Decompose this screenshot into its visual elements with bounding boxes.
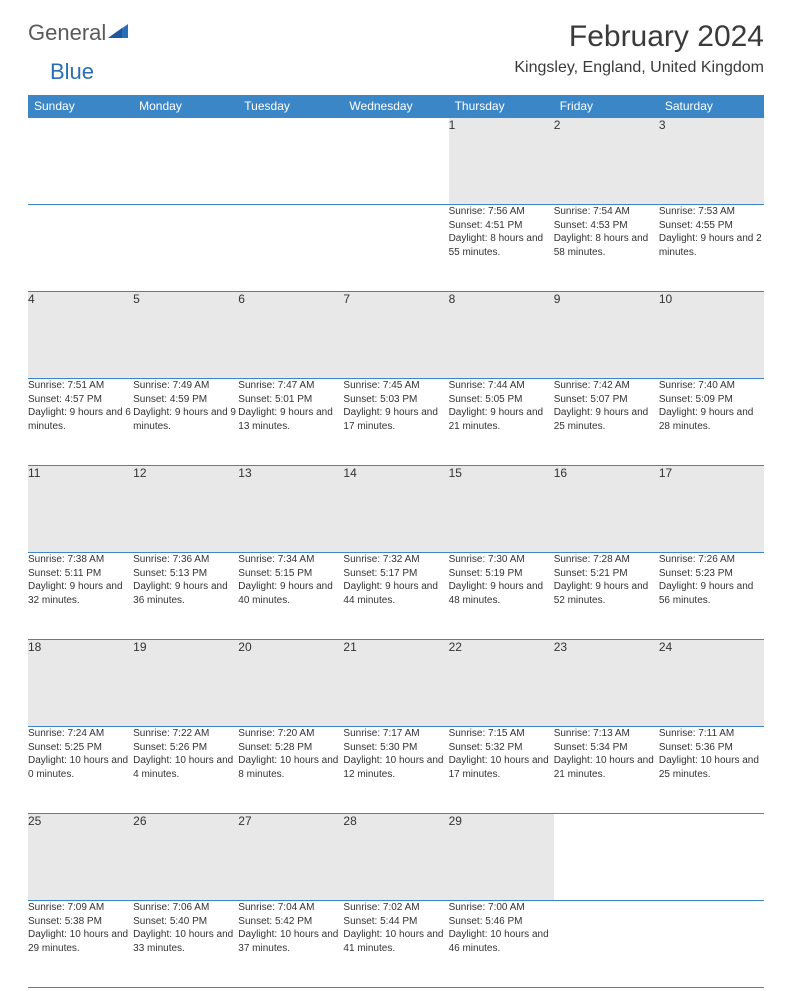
day-number-cell: 12 xyxy=(133,466,238,553)
month-title: February 2024 xyxy=(514,20,764,53)
logo-text-blue: Blue xyxy=(50,59,94,84)
weekday-header: Friday xyxy=(554,95,659,118)
day-info-row: Sunrise: 7:24 AMSunset: 5:25 PMDaylight:… xyxy=(28,727,764,814)
daynum-row: 45678910 xyxy=(28,292,764,379)
day-info-cell: Sunrise: 7:36 AMSunset: 5:13 PMDaylight:… xyxy=(133,553,238,640)
day-info-cell: Sunrise: 7:34 AMSunset: 5:15 PMDaylight:… xyxy=(238,553,343,640)
day-number-cell xyxy=(28,118,133,205)
day-info-cell: Sunrise: 7:04 AMSunset: 5:42 PMDaylight:… xyxy=(238,901,343,988)
day-number-cell xyxy=(343,118,448,205)
day-info-cell: Sunrise: 7:54 AMSunset: 4:53 PMDaylight:… xyxy=(554,205,659,292)
day-number-cell xyxy=(554,814,659,901)
day-info-cell xyxy=(343,205,448,292)
daynum-row: 18192021222324 xyxy=(28,640,764,727)
day-number-cell: 22 xyxy=(449,640,554,727)
day-info-cell: Sunrise: 7:20 AMSunset: 5:28 PMDaylight:… xyxy=(238,727,343,814)
calendar-page: General February 2024 Kingsley, England,… xyxy=(0,0,792,1008)
day-info-cell: Sunrise: 7:51 AMSunset: 4:57 PMDaylight:… xyxy=(28,379,133,466)
day-number-cell xyxy=(238,118,343,205)
day-info-cell: Sunrise: 7:32 AMSunset: 5:17 PMDaylight:… xyxy=(343,553,448,640)
day-info-cell xyxy=(238,205,343,292)
weekday-header: Sunday xyxy=(28,95,133,118)
day-number-cell: 16 xyxy=(554,466,659,553)
day-info-cell: Sunrise: 7:28 AMSunset: 5:21 PMDaylight:… xyxy=(554,553,659,640)
day-number-cell: 10 xyxy=(659,292,764,379)
day-info-cell: Sunrise: 7:40 AMSunset: 5:09 PMDaylight:… xyxy=(659,379,764,466)
day-info-cell: Sunrise: 7:09 AMSunset: 5:38 PMDaylight:… xyxy=(28,901,133,988)
day-number-cell: 14 xyxy=(343,466,448,553)
weekday-header: Thursday xyxy=(449,95,554,118)
daynum-row: 123 xyxy=(28,118,764,205)
day-info-cell: Sunrise: 7:06 AMSunset: 5:40 PMDaylight:… xyxy=(133,901,238,988)
day-info-cell: Sunrise: 7:02 AMSunset: 5:44 PMDaylight:… xyxy=(343,901,448,988)
day-info-row: Sunrise: 7:38 AMSunset: 5:11 PMDaylight:… xyxy=(28,553,764,640)
day-number-cell: 28 xyxy=(343,814,448,901)
day-number-cell: 29 xyxy=(449,814,554,901)
day-number-cell: 11 xyxy=(28,466,133,553)
day-number-cell: 1 xyxy=(449,118,554,205)
day-number-cell: 21 xyxy=(343,640,448,727)
day-number-cell: 6 xyxy=(238,292,343,379)
calendar-body: 123Sunrise: 7:56 AMSunset: 4:51 PMDaylig… xyxy=(28,118,764,988)
day-info-cell: Sunrise: 7:17 AMSunset: 5:30 PMDaylight:… xyxy=(343,727,448,814)
day-number-cell: 26 xyxy=(133,814,238,901)
day-number-cell: 8 xyxy=(449,292,554,379)
title-block: February 2024 Kingsley, England, United … xyxy=(514,20,764,77)
day-info-cell: Sunrise: 7:11 AMSunset: 5:36 PMDaylight:… xyxy=(659,727,764,814)
day-number-cell: 3 xyxy=(659,118,764,205)
day-info-cell: Sunrise: 7:22 AMSunset: 5:26 PMDaylight:… xyxy=(133,727,238,814)
day-info-cell xyxy=(659,901,764,988)
logo-text-gray: General xyxy=(28,20,106,46)
day-info-cell: Sunrise: 7:45 AMSunset: 5:03 PMDaylight:… xyxy=(343,379,448,466)
calendar-head: SundayMondayTuesdayWednesdayThursdayFrid… xyxy=(28,95,764,118)
day-info-cell: Sunrise: 7:53 AMSunset: 4:55 PMDaylight:… xyxy=(659,205,764,292)
day-number-cell: 24 xyxy=(659,640,764,727)
day-number-cell: 7 xyxy=(343,292,448,379)
day-info-cell: Sunrise: 7:13 AMSunset: 5:34 PMDaylight:… xyxy=(554,727,659,814)
day-info-cell: Sunrise: 7:15 AMSunset: 5:32 PMDaylight:… xyxy=(449,727,554,814)
weekday-header: Wednesday xyxy=(343,95,448,118)
daynum-row: 2526272829 xyxy=(28,814,764,901)
weekday-header: Monday xyxy=(133,95,238,118)
day-info-cell: Sunrise: 7:44 AMSunset: 5:05 PMDaylight:… xyxy=(449,379,554,466)
weekday-header: Saturday xyxy=(659,95,764,118)
logo: General xyxy=(28,20,132,46)
weekday-header: Tuesday xyxy=(238,95,343,118)
day-number-cell: 4 xyxy=(28,292,133,379)
day-number-cell: 2 xyxy=(554,118,659,205)
day-info-cell: Sunrise: 7:42 AMSunset: 5:07 PMDaylight:… xyxy=(554,379,659,466)
day-info-cell: Sunrise: 7:38 AMSunset: 5:11 PMDaylight:… xyxy=(28,553,133,640)
daynum-row: 11121314151617 xyxy=(28,466,764,553)
day-number-cell: 19 xyxy=(133,640,238,727)
day-number-cell: 20 xyxy=(238,640,343,727)
day-info-row: Sunrise: 7:09 AMSunset: 5:38 PMDaylight:… xyxy=(28,901,764,988)
logo-triangle-icon xyxy=(108,22,130,45)
day-info-cell: Sunrise: 7:47 AMSunset: 5:01 PMDaylight:… xyxy=(238,379,343,466)
day-info-cell: Sunrise: 7:49 AMSunset: 4:59 PMDaylight:… xyxy=(133,379,238,466)
day-info-row: Sunrise: 7:51 AMSunset: 4:57 PMDaylight:… xyxy=(28,379,764,466)
day-info-cell: Sunrise: 7:00 AMSunset: 5:46 PMDaylight:… xyxy=(449,901,554,988)
day-number-cell: 5 xyxy=(133,292,238,379)
day-number-cell: 9 xyxy=(554,292,659,379)
day-number-cell xyxy=(659,814,764,901)
day-info-cell xyxy=(133,205,238,292)
day-info-cell xyxy=(28,205,133,292)
day-number-cell: 17 xyxy=(659,466,764,553)
day-number-cell: 23 xyxy=(554,640,659,727)
day-info-cell: Sunrise: 7:30 AMSunset: 5:19 PMDaylight:… xyxy=(449,553,554,640)
day-number-cell: 18 xyxy=(28,640,133,727)
day-info-cell: Sunrise: 7:26 AMSunset: 5:23 PMDaylight:… xyxy=(659,553,764,640)
calendar-table: SundayMondayTuesdayWednesdayThursdayFrid… xyxy=(28,95,764,988)
day-number-cell: 15 xyxy=(449,466,554,553)
day-info-cell: Sunrise: 7:56 AMSunset: 4:51 PMDaylight:… xyxy=(449,205,554,292)
day-number-cell: 25 xyxy=(28,814,133,901)
day-number-cell: 13 xyxy=(238,466,343,553)
day-info-cell: Sunrise: 7:24 AMSunset: 5:25 PMDaylight:… xyxy=(28,727,133,814)
day-info-cell xyxy=(554,901,659,988)
day-info-row: Sunrise: 7:56 AMSunset: 4:51 PMDaylight:… xyxy=(28,205,764,292)
weekday-row: SundayMondayTuesdayWednesdayThursdayFrid… xyxy=(28,95,764,118)
location: Kingsley, England, United Kingdom xyxy=(514,59,764,77)
day-number-cell xyxy=(133,118,238,205)
day-number-cell: 27 xyxy=(238,814,343,901)
